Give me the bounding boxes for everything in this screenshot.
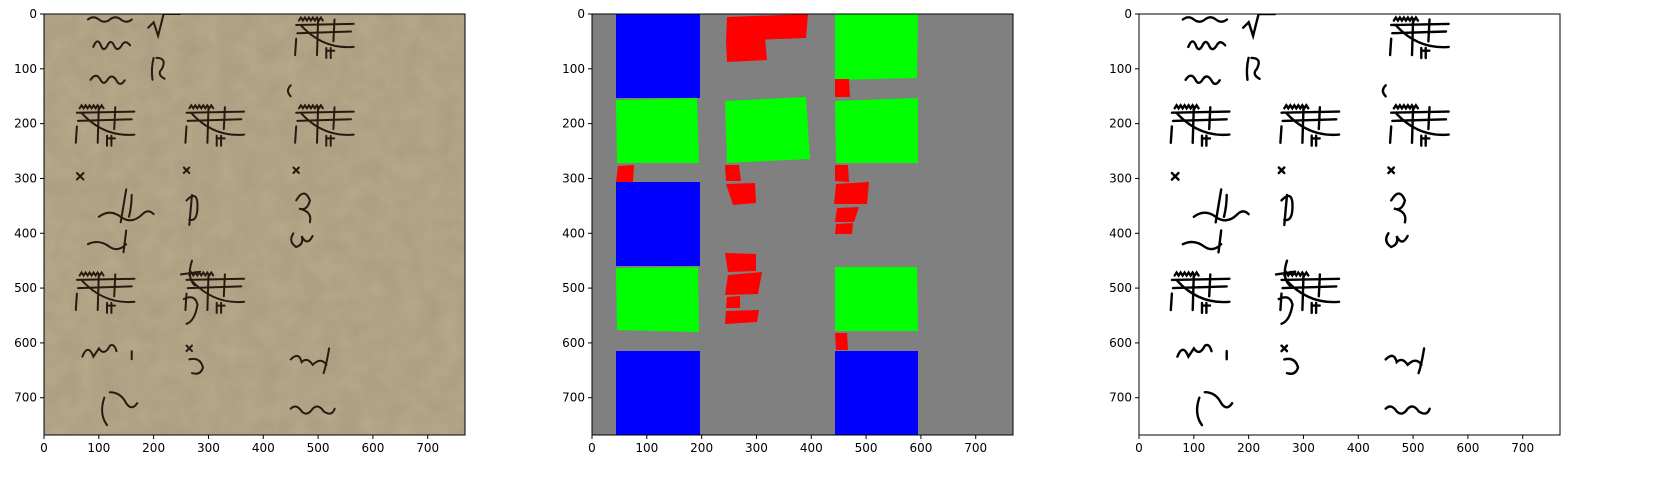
- panel-binarized: 0 100 200 300 400 500 600 700 0 100 200 300 400 500 60…: [1109, 7, 1561, 455]
- y-tick-label: 500: [14, 281, 37, 295]
- y-tick-label: 400: [14, 226, 37, 240]
- y-tick-label: 600: [1109, 336, 1132, 350]
- y-tick-label: 400: [1109, 226, 1132, 240]
- y-tick-label: 600: [14, 336, 37, 350]
- y-tick-label: 200: [562, 117, 585, 131]
- x-tick-label: 100: [87, 441, 110, 455]
- y-tick-label: 100: [1109, 62, 1132, 76]
- panel-scan: 0 100 200 300 400 500 600 700 0 100 200 300 400 500 60…: [14, 7, 466, 455]
- y-tick-label: 300: [1109, 171, 1132, 185]
- binarized-strokes: [1169, 14, 1450, 427]
- y-tick-label: 0: [1124, 7, 1132, 21]
- red-region: [725, 310, 759, 324]
- x-tick-label: 0: [588, 441, 596, 455]
- y-tick-label: 700: [14, 391, 37, 405]
- y-tick-label: 0: [577, 7, 585, 21]
- green-region: [835, 98, 918, 163]
- blue-region: [616, 182, 700, 266]
- x-tick-label: 600: [361, 441, 384, 455]
- green-region: [616, 98, 699, 163]
- scan-axes-frame: [43, 13, 466, 436]
- x-tick-label: 200: [142, 441, 165, 455]
- mask-red-regions: [616, 14, 869, 350]
- y-tick-label: 100: [14, 62, 37, 76]
- scan-ticks: 0 100 200 300 400 500 600 700 0 100 200 300 400 500 60…: [14, 7, 439, 455]
- red-region: [835, 79, 850, 97]
- red-region: [616, 165, 634, 182]
- x-tick-label: 300: [1292, 441, 1315, 455]
- x-tick-label: 400: [800, 441, 823, 455]
- scan-image: [44, 14, 465, 435]
- y-tick-label: 500: [1109, 281, 1132, 295]
- binarized-ticks: 0 100 200 300 400 500 600 700 0 100 200 300 400 500 60…: [1109, 7, 1534, 455]
- mask-green-regions: [616, 14, 918, 332]
- green-region: [616, 267, 699, 332]
- mask-ticks: 0 100 200 300 400 500 600 700 0 100 200 300 400 500 60…: [562, 7, 987, 455]
- red-region: [725, 272, 762, 295]
- x-tick-label: 300: [197, 441, 220, 455]
- handwriting-strokes: [74, 14, 355, 427]
- y-tick-label: 100: [562, 62, 585, 76]
- x-tick-label: 500: [307, 441, 330, 455]
- red-region: [725, 165, 741, 181]
- blue-region: [616, 14, 700, 98]
- x-tick-label: 700: [1511, 441, 1534, 455]
- red-region: [726, 38, 767, 62]
- red-region: [835, 333, 848, 350]
- y-tick-label: 200: [14, 117, 37, 131]
- x-tick-label: 0: [40, 441, 48, 455]
- green-region: [835, 14, 918, 80]
- red-region: [835, 165, 849, 182]
- x-tick-label: 400: [1347, 441, 1370, 455]
- x-tick-label: 100: [635, 441, 658, 455]
- y-tick-label: 200: [1109, 117, 1132, 131]
- x-tick-label: 0: [1135, 441, 1143, 455]
- x-tick-label: 200: [1237, 441, 1260, 455]
- x-tick-label: 400: [252, 441, 275, 455]
- blue-region: [835, 351, 918, 435]
- y-tick-label: 700: [1109, 391, 1132, 405]
- green-region: [725, 97, 810, 163]
- red-region: [726, 14, 808, 41]
- red-region: [725, 253, 756, 272]
- y-tick-label: 400: [562, 226, 585, 240]
- green-region: [835, 267, 918, 331]
- panel-segmentation-mask: 0 100 200 300 400 500 600 700 0 100 200 300 400 500 60…: [562, 7, 1014, 455]
- red-region: [834, 182, 869, 204]
- x-tick-label: 600: [909, 441, 932, 455]
- blue-region: [616, 351, 700, 435]
- y-tick-label: 300: [14, 171, 37, 185]
- red-region: [835, 207, 859, 222]
- x-tick-label: 100: [1182, 441, 1205, 455]
- x-tick-label: 600: [1456, 441, 1479, 455]
- y-tick-label: 600: [562, 336, 585, 350]
- x-tick-label: 200: [690, 441, 713, 455]
- x-tick-label: 500: [1402, 441, 1425, 455]
- y-tick-label: 700: [562, 391, 585, 405]
- x-tick-label: 700: [416, 441, 439, 455]
- mask-axes-frame: [591, 13, 1014, 436]
- y-tick-label: 500: [562, 281, 585, 295]
- red-region: [726, 183, 756, 205]
- y-tick-label: 0: [29, 7, 37, 21]
- y-tick-label: 300: [562, 171, 585, 185]
- red-region: [726, 296, 740, 308]
- x-tick-label: 500: [855, 441, 878, 455]
- x-tick-label: 300: [745, 441, 768, 455]
- red-region: [835, 223, 853, 234]
- mask-blue-regions: [616, 14, 918, 435]
- x-tick-label: 700: [964, 441, 987, 455]
- binarized-image: [1139, 14, 1560, 435]
- binarized-axes-frame: [1138, 13, 1561, 436]
